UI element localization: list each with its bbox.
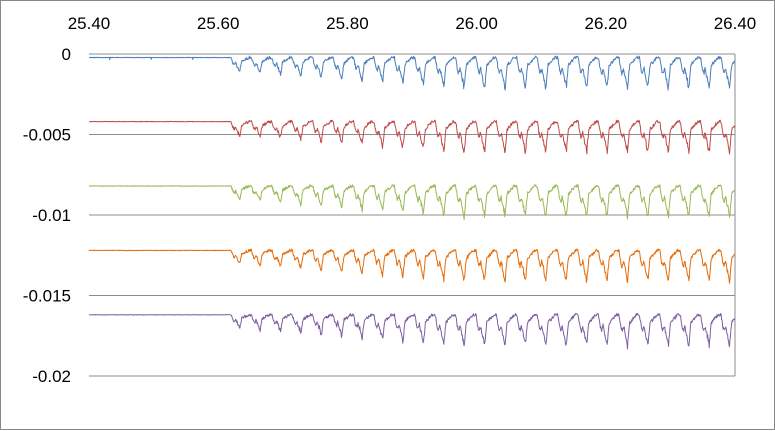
y-tick-label: -0.02	[32, 367, 71, 386]
x-axis-tick-labels: 25.40 25.60 25.80 26.00 26.20 26.40	[68, 14, 757, 33]
x-tick-label: 25.40	[68, 14, 111, 33]
x-tick-label: 26.40	[714, 14, 757, 33]
y-tick-label: 0	[62, 45, 71, 64]
series-lines	[88, 55, 736, 350]
series-line-2	[88, 119, 736, 155]
series-line-4	[88, 248, 736, 284]
series-line-1	[89, 55, 736, 91]
y-tick-label: -0.015	[23, 287, 71, 306]
x-tick-label: 25.80	[326, 14, 369, 33]
series-line-3	[88, 184, 736, 221]
y-tick-label: -0.005	[23, 126, 71, 145]
y-tick-label: -0.01	[32, 206, 71, 225]
series-line-5	[89, 312, 736, 350]
grid-lines	[89, 53, 736, 377]
x-tick-label: 26.20	[585, 14, 628, 33]
x-tick-label: 26.00	[455, 14, 498, 33]
y-axis-tick-labels: 0 -0.005 -0.01 -0.015 -0.02	[23, 45, 71, 386]
x-tick-label: 25.60	[197, 14, 240, 33]
